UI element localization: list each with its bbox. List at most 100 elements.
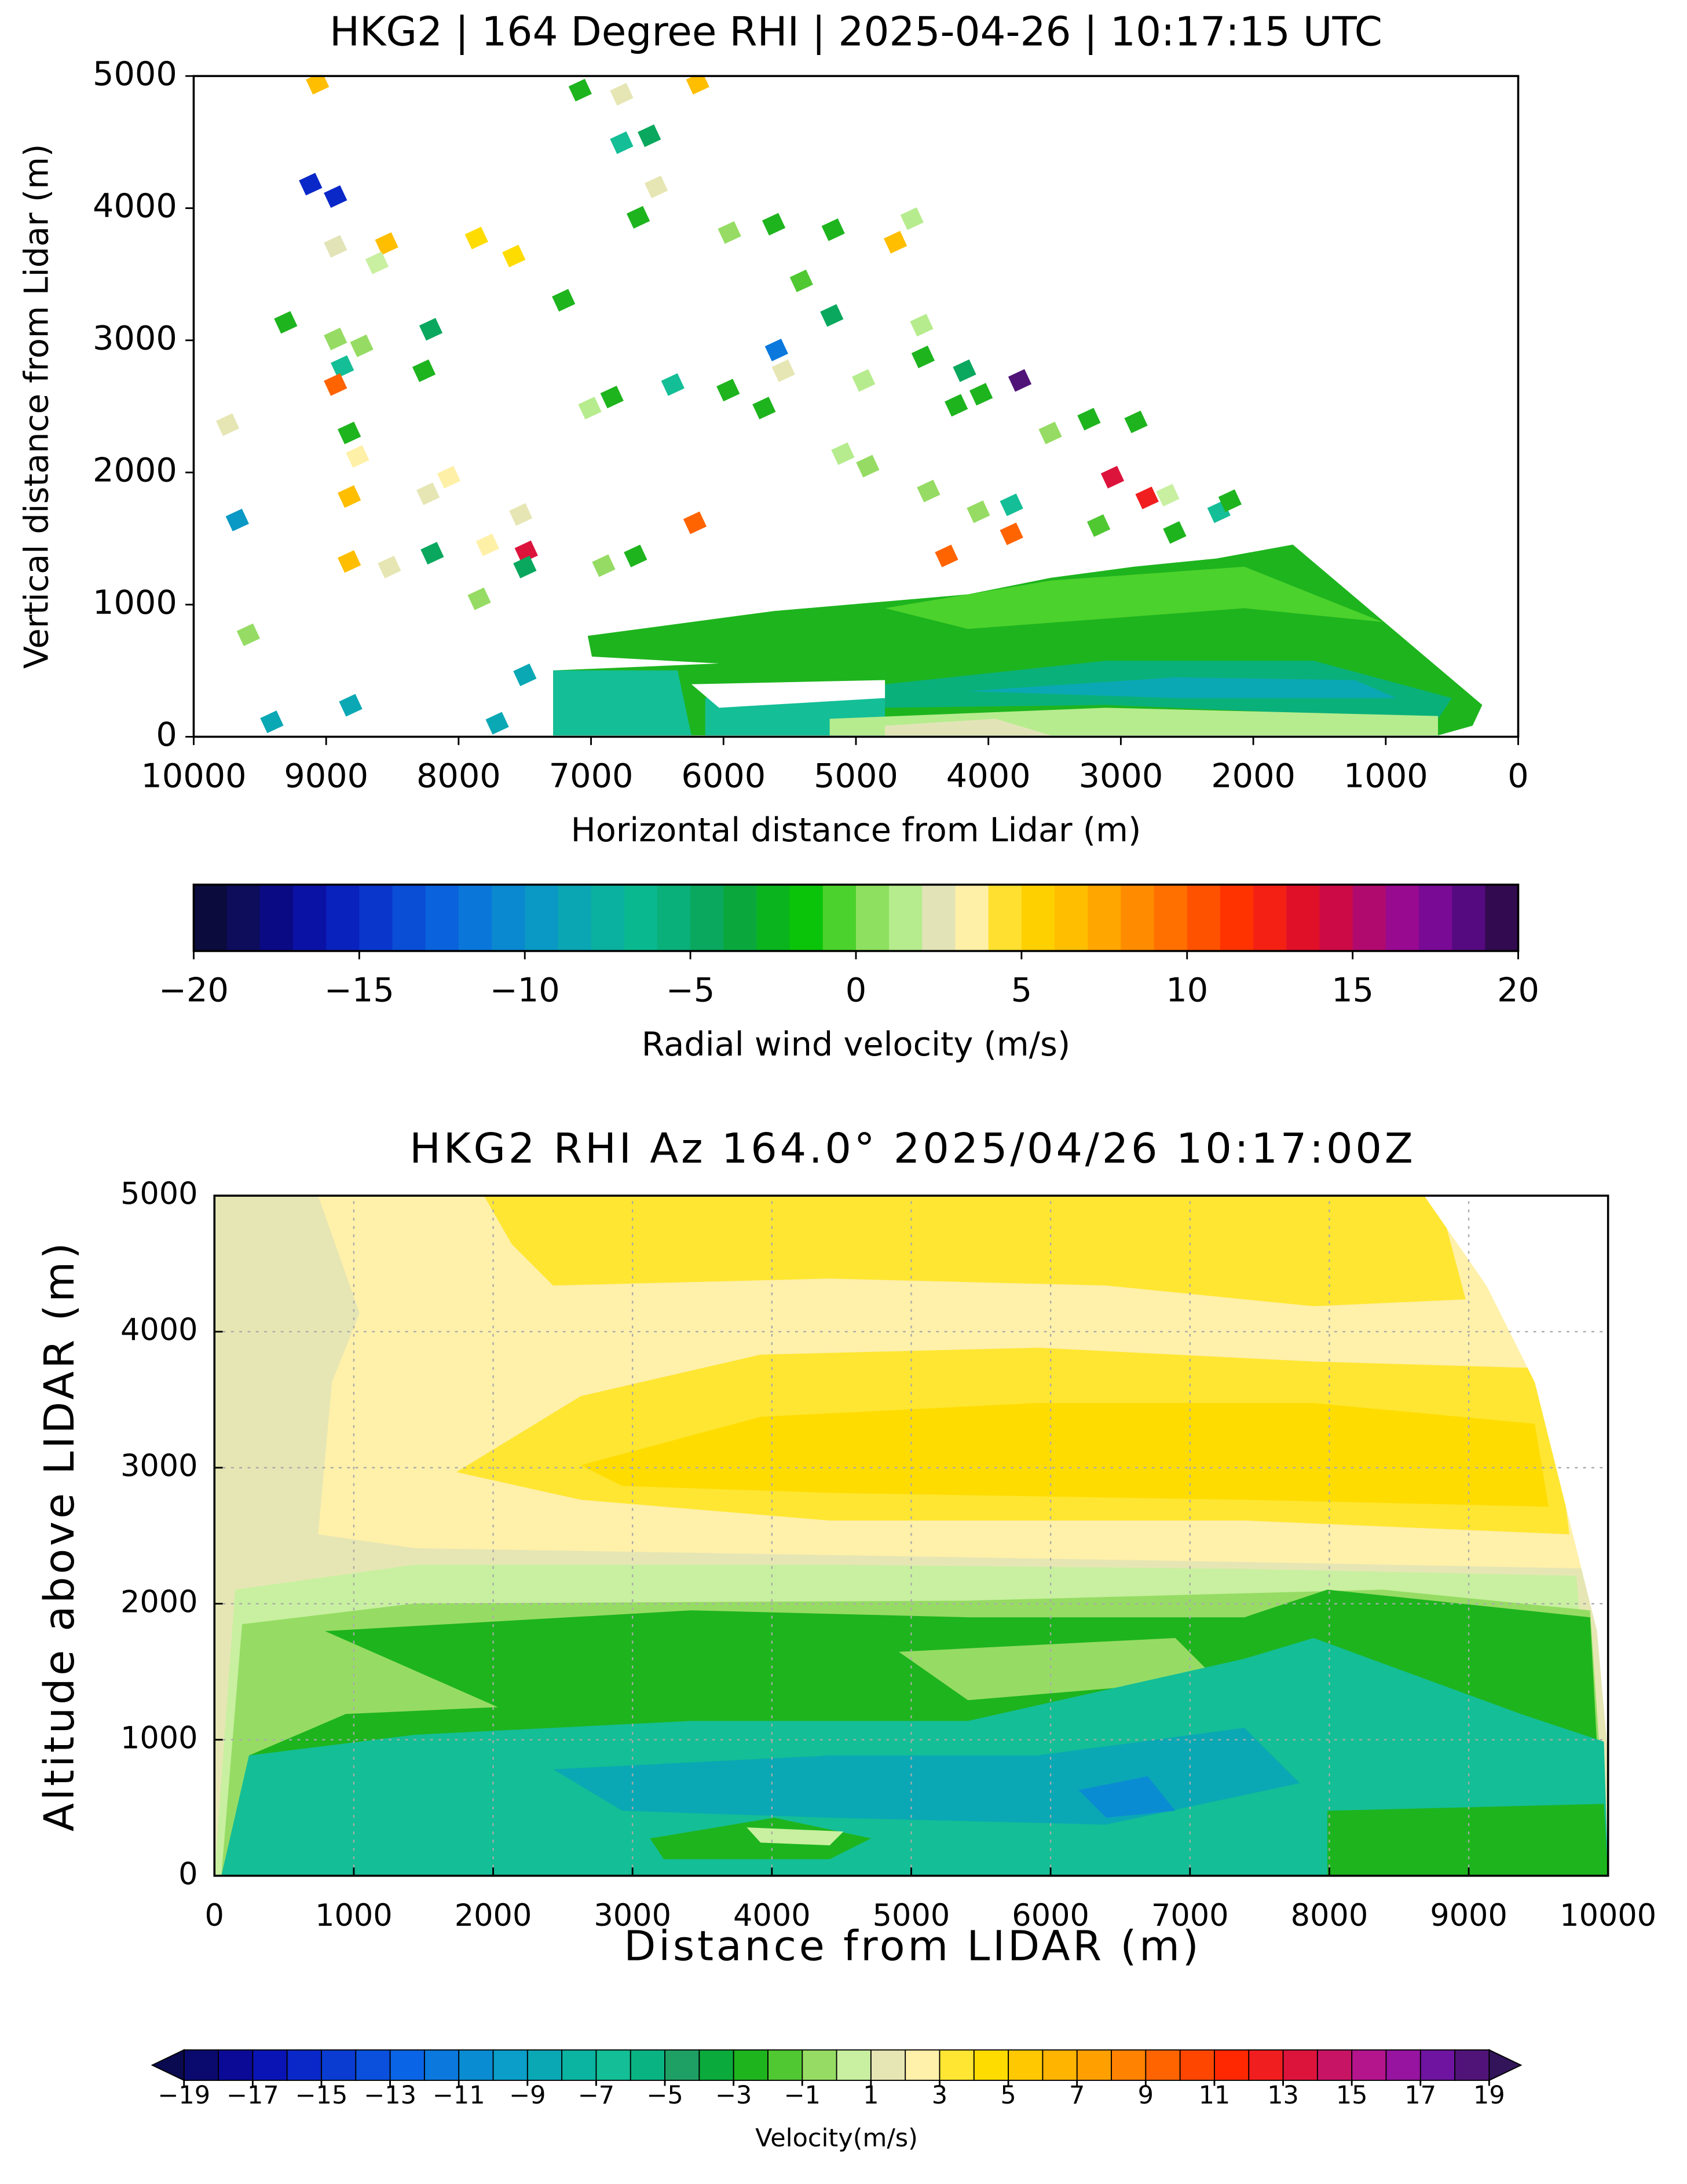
colorbar-bin	[1055, 884, 1088, 951]
field-patch	[419, 318, 443, 341]
field-region	[885, 566, 1383, 629]
field-patch	[953, 359, 976, 382]
field-region	[691, 680, 885, 708]
colorbar-bin	[458, 884, 492, 951]
field-patch	[1124, 411, 1148, 434]
field-patch	[945, 394, 968, 417]
colorbar-bin	[1213, 2049, 1250, 2081]
colorbar-tick-label: 1	[863, 2081, 879, 2110]
field-patch	[365, 251, 389, 274]
colorbar-bin	[1076, 2049, 1113, 2081]
field-patch	[900, 207, 924, 230]
field-patch	[513, 555, 537, 578]
y-tick-label: 2000	[93, 451, 177, 490]
colorbar-bin	[1452, 884, 1486, 951]
field-patch	[683, 511, 707, 534]
colorbar-bin	[889, 884, 923, 951]
field-patch	[610, 83, 634, 106]
field-patch	[225, 508, 249, 532]
x-tick-label: 10000	[1560, 1898, 1656, 1933]
field-patch	[1077, 408, 1101, 431]
colorbar-bin	[855, 884, 890, 951]
colorbar-tick-label: −15	[295, 2081, 348, 2110]
colorbar-bin	[836, 2049, 872, 2081]
colorbar-bin	[756, 884, 791, 951]
colorbar-tick-label: 15	[1331, 971, 1374, 1010]
colorbar-tick-label: 5	[1000, 2081, 1016, 2110]
field-patch	[420, 541, 444, 565]
colorbar-bin	[822, 884, 857, 951]
field-region	[885, 719, 1051, 736]
x-tick-label: 2000	[455, 1898, 532, 1933]
colorbar-bin	[326, 884, 360, 951]
field-patch	[215, 413, 240, 436]
colorbar-tick-label: −10	[490, 971, 560, 1010]
field-patch	[513, 663, 537, 687]
colorbar-label: Velocity(m/s)	[755, 2124, 918, 2153]
colorbar-bin	[1179, 2049, 1216, 2081]
colorbar-bin	[1088, 884, 1122, 951]
x-axis-label: Horizontal distance from Lidar (m)	[571, 811, 1141, 849]
colorbar-tick-label: −3	[715, 2081, 752, 2110]
colorbar-bin	[1008, 2049, 1044, 2081]
field-patch	[686, 76, 709, 95]
colorbar-tick-label: −19	[158, 2081, 210, 2110]
colorbar-bin	[723, 884, 757, 951]
colorbar-tick-label: 0	[846, 971, 866, 1010]
colorbar-bin	[423, 2049, 460, 2081]
colorbar-bin	[733, 2049, 769, 2081]
colorbar-bin	[492, 2049, 529, 2081]
x-tick-label: 3000	[594, 1898, 671, 1933]
x-tick-label: 10000	[141, 757, 246, 796]
field-patch	[338, 485, 361, 508]
colorbar-bin	[1385, 2049, 1422, 2081]
colorbar-bin	[870, 2049, 906, 2081]
colorbar-tick-label: −9	[509, 2081, 546, 2110]
field-patch	[331, 355, 354, 378]
field-patch	[568, 79, 592, 102]
colorbar-tick-label: 10	[1166, 971, 1208, 1010]
colorbar-tick-label: 19	[1473, 2081, 1505, 2110]
field-patch	[789, 269, 813, 292]
x-tick-label: 1000	[1344, 757, 1428, 796]
field-patch	[324, 373, 347, 396]
field-region	[1327, 1804, 1608, 1876]
field-patch	[1218, 489, 1242, 512]
chart-title: HKG2 RHI Az 164.0° 2025/04/26 10:17:00Z	[409, 1124, 1415, 1172]
field-patch	[967, 500, 990, 523]
x-axis-label: Distance from LIDAR (m)	[624, 1922, 1201, 1970]
field-patch	[306, 76, 330, 95]
field-patch	[610, 131, 634, 154]
colorbar-bin	[193, 884, 228, 951]
colorbar-tick-label: −1	[784, 2081, 821, 2110]
y-tick-label: 1000	[120, 1720, 198, 1756]
y-tick-label: 3000	[93, 318, 177, 357]
field-patch	[339, 694, 363, 717]
colorbar-bin	[1286, 884, 1320, 951]
y-tick-label: 4000	[93, 186, 177, 225]
colorbar-bin	[389, 2049, 426, 2081]
field-patch	[831, 442, 855, 466]
colorbar-bin	[595, 2049, 632, 2081]
x-tick-label: 6000	[681, 757, 766, 796]
field-patch	[917, 479, 941, 503]
field-patch	[375, 232, 398, 255]
field-patch	[762, 212, 786, 236]
colorbar-tick-label: −11	[433, 2081, 485, 2110]
colorbar-bin	[591, 884, 625, 951]
colorbar-bin	[286, 2049, 323, 2081]
field-region	[1424, 1196, 1608, 1756]
colorbar-bin	[321, 2049, 357, 2081]
colorbar-bin	[664, 2049, 701, 2081]
colorbar-tick-label: −13	[364, 2081, 416, 2110]
colorbar-tick-label: 7	[1069, 2081, 1085, 2110]
axes-layer: HKG2 | 164 Degree RHI | 2025-04-26 | 10:…	[17, 9, 1657, 2153]
colorbar-bin	[690, 884, 724, 951]
field-patch	[718, 221, 741, 244]
colorbar-bin	[259, 884, 294, 951]
colorbar-tick-label: −17	[226, 2081, 279, 2110]
colorbar-bin	[1351, 2049, 1388, 2081]
x-tick-label: 3000	[1079, 757, 1163, 796]
